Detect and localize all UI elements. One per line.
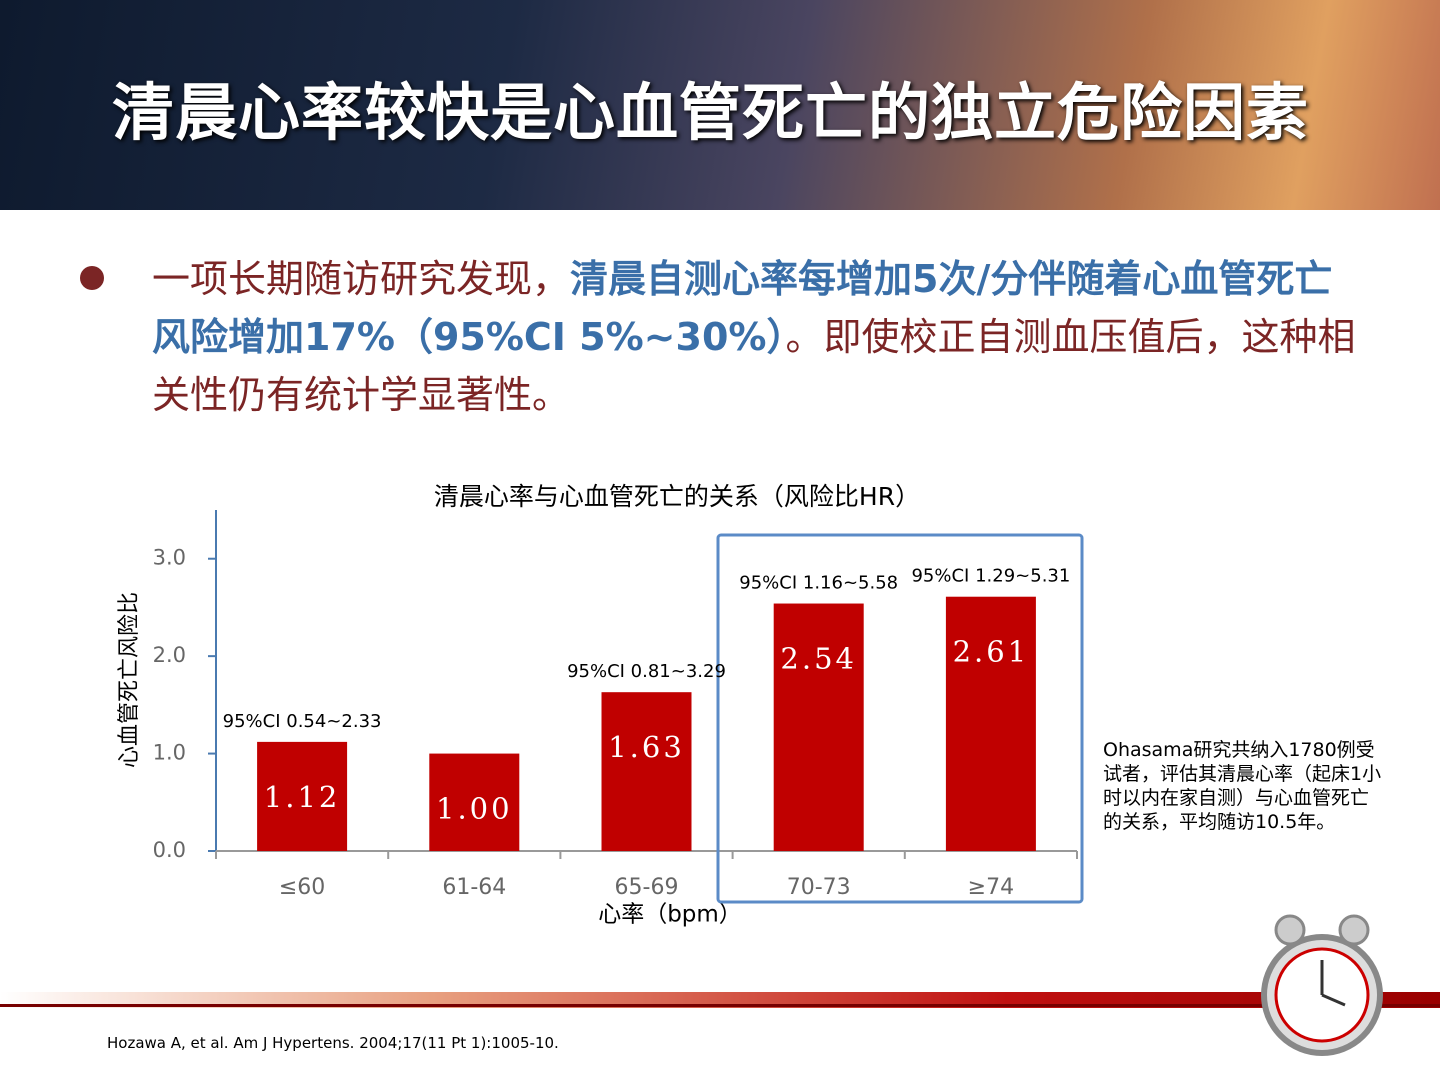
reference: Hozawa A, et al. Am J Hypertens. 2004;17… xyxy=(107,1034,559,1052)
bar xyxy=(257,741,348,851)
x-tick-label: ≥74 xyxy=(968,875,1014,900)
bar xyxy=(601,692,692,851)
x-tick-label: 70-73 xyxy=(787,875,851,900)
bar xyxy=(429,753,520,851)
y-tick-label: 2.0 xyxy=(153,643,186,667)
clock xyxy=(1261,914,1383,1056)
x-tick-label: 61-64 xyxy=(442,875,506,900)
ci-label: 95%CI 1.29~5.31 xyxy=(911,566,1070,587)
x-axis-label: 心率（bpm） xyxy=(598,902,742,928)
ci-label: 95%CI 1.16~5.58 xyxy=(739,573,898,594)
value-label: 2.61 xyxy=(953,635,1030,669)
value-label: 1.63 xyxy=(608,730,685,764)
bullet-text: 一项长期随访研究发现，清晨自测心率每增加5次/分伴随着心血管死亡风险增加17%（… xyxy=(152,250,1370,424)
value-label: 2.54 xyxy=(780,642,857,676)
ci-label: 95%CI 0.54~2.33 xyxy=(223,711,382,732)
slide-title: 清晨心率较快是心血管死亡的独立危险因素 xyxy=(112,76,1310,149)
bar xyxy=(773,603,864,851)
bar xyxy=(945,596,1036,851)
chart-title: 清晨心率与心血管死亡的关系（风险比HR） xyxy=(434,482,920,511)
text: 一项长期随访研究发现， xyxy=(152,257,571,301)
y-tick-label: 1.0 xyxy=(153,741,186,765)
ci-label: 95%CI 0.81~3.29 xyxy=(567,661,726,682)
decor-stripe xyxy=(0,1004,1440,1007)
y-axis-label: 心血管死亡风险比 xyxy=(117,592,142,768)
y-tick-label: 0.0 xyxy=(153,838,186,862)
emphasis: 清晨自测心率每增加5次/分伴随着心血管死亡风险增加17%（95%CI 5%~30… xyxy=(152,257,1333,359)
side-note: Ohasama研究共纳入1780例受试者，评估其清晨心率（起床1小时以内在家自测… xyxy=(1103,739,1382,833)
header: 清晨心率较快是心血管死亡的独立危险因素 xyxy=(0,0,1440,210)
value-label: 1.12 xyxy=(264,780,341,814)
bullet-dot xyxy=(80,266,104,290)
y-tick-label: 3.0 xyxy=(153,546,186,570)
x-tick-label: ≤60 xyxy=(279,875,325,900)
x-tick-label: 65-69 xyxy=(615,875,679,900)
text: 。即使校正自测血压值后，这种相关性仍有统计学显著性。 xyxy=(152,315,1356,417)
highlight-box xyxy=(716,533,1084,904)
value-label: 1.00 xyxy=(436,792,513,826)
bullet: 一项长期随访研究发现，清晨自测心率每增加5次/分伴随着心血管死亡风险增加17%（… xyxy=(80,250,1370,424)
